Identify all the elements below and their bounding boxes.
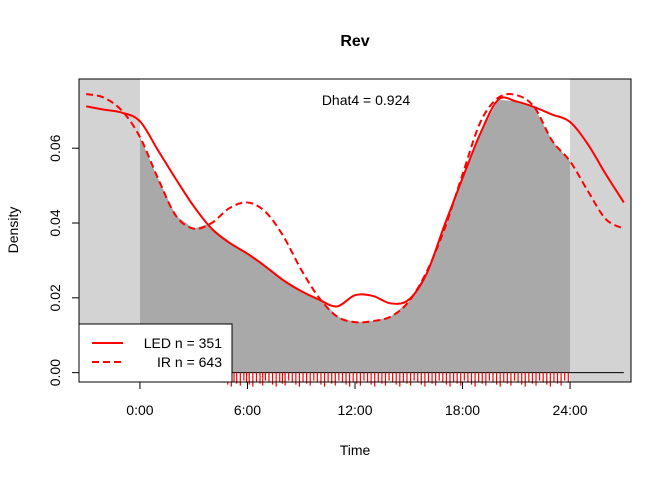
- legend-box: [78, 323, 233, 383]
- y-tick-label: 0.06: [47, 134, 63, 161]
- series-line-led: [85, 96, 625, 308]
- overlap-fill-layer: [139, 99, 571, 373]
- x-axis-label: Time: [340, 442, 371, 458]
- shaded-region-1: [570, 79, 631, 382]
- x-tick-label: 6:00: [234, 402, 261, 418]
- overlap-area: [139, 99, 571, 373]
- dhat-annotation: Dhat4 = 0.924: [322, 92, 411, 108]
- x-tick-label: 12:00: [337, 402, 372, 418]
- x-tick-label: 24:00: [553, 402, 588, 418]
- y-tick-label: 0.00: [47, 359, 63, 386]
- legend-led-label: LED n = 351: [144, 335, 222, 351]
- series-line-ir: [85, 92, 625, 324]
- plot-frame: [78, 78, 632, 383]
- x-tick-label: 18:00: [445, 402, 480, 418]
- y-tick-label: 0.04: [47, 209, 63, 236]
- chart-title: Rev: [340, 33, 369, 50]
- y-tick-label: 0.02: [47, 284, 63, 311]
- y-axis-label: Density: [5, 207, 21, 254]
- density-lines-layer: [85, 92, 625, 324]
- x-tick-label: 0:00: [126, 402, 153, 418]
- legend-ir-label: IR n = 643: [157, 354, 222, 370]
- legend: LED n = 351 IR n = 643: [78, 323, 233, 383]
